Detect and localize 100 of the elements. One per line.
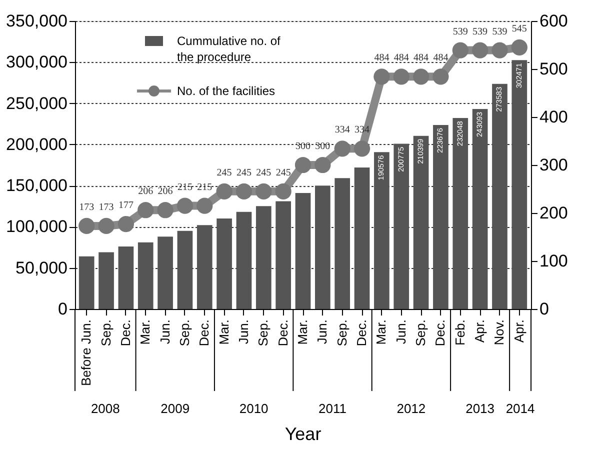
text: 2013 [466,401,495,416]
text: 2012 [396,401,426,416]
x-tick-label: Jun. [314,320,330,344]
data-label: 245 [236,167,252,178]
x-tick-label: Sep. [256,320,271,346]
y-tick-label: 150,000 [6,176,68,196]
x-tick-label: Jun. [236,320,251,344]
x-tick-label: Dec. [432,320,448,346]
bar [216,218,232,309]
data-label: 245 [216,167,232,178]
y2-tick-label: 100 [540,252,568,270]
x-tick-label: Apr. [472,320,488,343]
y2-tick-label: 400 [540,108,568,126]
y2-tick-label: 0 [540,300,549,318]
bar [295,192,311,309]
point [176,198,194,214]
text: 2011 [318,401,346,416]
bar [492,84,508,309]
x-tick-label: Dec. [354,320,370,346]
point [412,68,430,85]
y-tick-label: 50,000 [16,258,68,278]
y-tick-label: 350,000 [6,12,68,30]
bar [374,152,390,309]
bar [334,178,350,309]
point [374,68,390,85]
x-tick-label: Dec. [118,320,133,346]
point [216,183,232,200]
data-label: 539 [472,26,488,38]
y-tick-label: 100,000 [6,217,68,236]
x-tick-label: Before Jun. [78,320,94,386]
x-tick-label: Sep. [334,320,350,346]
point [78,218,95,234]
point [98,218,114,234]
data-label: 245 [276,167,291,178]
x-tick-label: Nov. [492,320,507,346]
point [314,156,331,174]
x-tick-label: Mar. [216,320,232,345]
data-label: 484 [374,52,390,64]
bar [433,124,448,309]
text: 2010 [239,401,268,416]
bar [452,118,468,309]
text: 2009 [160,401,190,416]
point [393,68,410,85]
bar [276,201,291,309]
y-tick-label: 200,000 [6,134,68,154]
x-tick-label: Sep. [176,320,192,346]
data-label: 173 [98,202,114,213]
bar [256,206,272,309]
point [452,42,468,58]
text: 2008 [90,401,120,416]
x-tick-label: Sep. [413,320,428,346]
data-label: 484 [394,52,409,64]
data-label: 206 [138,186,154,198]
point [511,39,528,56]
x-tick-label: Dec. [275,320,290,346]
point [432,68,449,85]
point [157,202,174,218]
x-tick-label: Mar. [295,320,310,345]
y-tick-label: 300,000 [6,52,68,72]
x-tick-label: Feb. [452,320,468,346]
x-tick-label: Sep. [98,320,114,346]
point [354,140,370,157]
bar [472,108,488,309]
bar [177,230,193,309]
x-tick-label: Mar. [374,320,389,345]
data-label: 484 [414,52,429,64]
x-tick-label: Mar. [138,320,153,345]
x-tick-label: Jun. [157,320,172,344]
bar [196,225,212,309]
bar [354,167,370,309]
point [138,202,154,218]
y2-tick-label: 600 [540,12,568,30]
y2-tick-label: 500 [540,60,568,78]
x-tick-label: Apr. [511,320,526,343]
data-label: 245 [256,167,272,178]
point [294,156,312,174]
x-tick-label: Dec. [196,320,212,346]
y2-tick-label: 200 [540,204,568,222]
data-label: 177 [118,200,134,212]
data-label: 206 [158,186,173,198]
point [275,183,292,200]
y-tick-label: 250,000 [6,94,68,113]
data-label: 539 [452,26,468,38]
y-tick-label: 0 [58,300,68,318]
x-tick-label: Jun. [393,320,408,344]
bar [98,252,114,309]
bar [394,144,410,309]
point [236,183,252,200]
point [256,183,272,200]
data-label: 545 [512,23,527,34]
data-label: 539 [492,26,508,38]
point [196,198,213,214]
point [492,42,508,58]
text: 2014 [506,401,535,416]
point [118,216,134,232]
data-label: 334 [334,124,350,136]
bar [236,212,252,309]
legend-label: No. of the facilities [177,84,276,98]
data-label: 173 [79,202,94,213]
bar [413,136,429,309]
